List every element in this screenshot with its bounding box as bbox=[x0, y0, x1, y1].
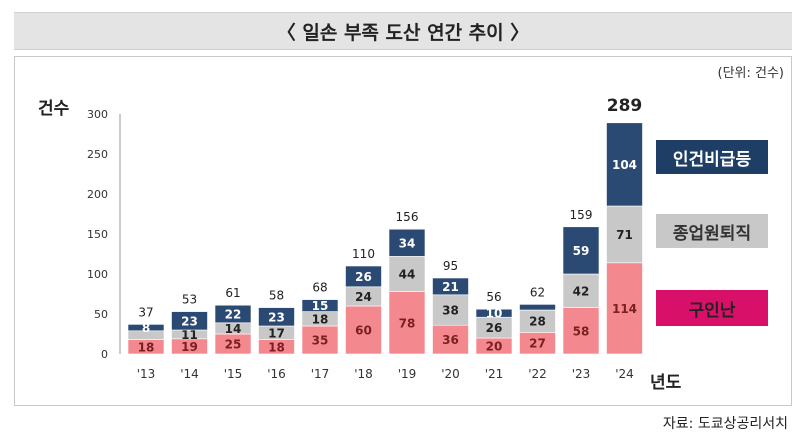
y-tick-label: 100 bbox=[87, 268, 108, 281]
total-label: 62 bbox=[530, 285, 545, 299]
bar-segment bbox=[606, 205, 643, 264]
bar-segment bbox=[562, 307, 600, 355]
x-tick-label: '18 bbox=[354, 367, 373, 381]
legend-item-labor-cost: 인건비급등 bbox=[656, 140, 768, 174]
data-label: 114 bbox=[612, 302, 637, 316]
data-label: 14 bbox=[225, 322, 242, 336]
data-label: 59 bbox=[573, 244, 590, 258]
x-tick-label: '19 bbox=[398, 367, 417, 381]
total-label: 110 bbox=[352, 247, 375, 261]
data-label: 58 bbox=[573, 324, 590, 338]
bar-segment bbox=[388, 291, 426, 355]
x-tick-label: '22 bbox=[528, 367, 547, 381]
legend-item-resignation: 종업원퇴직 bbox=[656, 214, 768, 248]
bar-segment bbox=[388, 256, 426, 292]
chart-title: 〈 일손 부족 도산 연간 추이 〉 bbox=[14, 12, 792, 50]
y-tick-label: 300 bbox=[87, 108, 108, 121]
y-tick-label: 150 bbox=[87, 228, 108, 241]
y-tick-label: 250 bbox=[87, 148, 108, 161]
data-label: 15 bbox=[312, 299, 329, 313]
x-tick-label: '16 bbox=[267, 367, 286, 381]
total-label: 156 bbox=[396, 210, 419, 224]
chart-frame bbox=[14, 56, 792, 406]
data-label: 42 bbox=[573, 284, 590, 298]
data-label: 22 bbox=[225, 308, 242, 322]
y-axis-title: 건수 bbox=[38, 99, 70, 119]
total-label: 56 bbox=[486, 290, 501, 304]
bar-segment bbox=[301, 325, 339, 355]
data-label: 18 bbox=[312, 312, 329, 326]
data-label: 71 bbox=[616, 228, 633, 242]
total-label: 289 bbox=[607, 96, 643, 116]
unit-note: (단위: 건수) bbox=[717, 66, 785, 81]
data-label: 20 bbox=[486, 340, 503, 354]
data-label: 24 bbox=[355, 290, 372, 304]
source-note: 자료: 도쿄상공리서치 bbox=[662, 416, 788, 432]
bar-segment bbox=[171, 311, 208, 331]
bar-segment bbox=[214, 304, 252, 324]
total-label: 58 bbox=[269, 289, 284, 303]
data-label: 25 bbox=[225, 338, 242, 352]
data-label: 23 bbox=[181, 314, 198, 328]
bar-segment bbox=[388, 228, 426, 257]
x-tick-label: '15 bbox=[224, 367, 243, 381]
total-label: 68 bbox=[312, 281, 327, 295]
bar-segment bbox=[562, 226, 600, 275]
data-label: 104 bbox=[612, 158, 637, 172]
x-axis-title: 년도 bbox=[650, 373, 682, 393]
bar-segment bbox=[345, 265, 382, 288]
bar-segment bbox=[345, 305, 382, 355]
data-label: 18 bbox=[268, 340, 285, 354]
bar-segment bbox=[519, 304, 556, 311]
bar-segment bbox=[432, 324, 469, 355]
x-tick-label: '20 bbox=[441, 367, 460, 381]
x-tick-label: '14 bbox=[180, 367, 199, 381]
data-label: 8 bbox=[142, 321, 150, 335]
data-label: 34 bbox=[399, 236, 416, 250]
bar-segment bbox=[562, 273, 600, 308]
bar-segment bbox=[432, 277, 469, 296]
data-label: 10 bbox=[486, 307, 503, 321]
x-tick-label: '21 bbox=[485, 367, 504, 381]
bar-segment bbox=[258, 307, 295, 327]
data-label: 44 bbox=[399, 268, 416, 282]
total-label: 53 bbox=[182, 293, 197, 307]
bar-segment bbox=[475, 308, 513, 318]
bar-segment bbox=[301, 299, 339, 312]
total-label: 37 bbox=[138, 305, 153, 319]
x-tick-label: '17 bbox=[311, 367, 330, 381]
data-label: 21 bbox=[442, 280, 459, 294]
data-label: 11 bbox=[181, 328, 198, 342]
y-tick-label: 50 bbox=[94, 308, 108, 321]
total-label: 61 bbox=[225, 286, 240, 300]
data-label: 26 bbox=[355, 270, 372, 284]
data-label: 35 bbox=[312, 334, 329, 348]
data-label: 17 bbox=[268, 326, 285, 340]
data-label: 26 bbox=[486, 321, 503, 335]
y-tick-label: 0 bbox=[101, 348, 108, 361]
data-label: 78 bbox=[399, 316, 416, 330]
data-label: 18 bbox=[138, 340, 155, 354]
data-label: 19 bbox=[181, 340, 198, 354]
data-label: 60 bbox=[355, 324, 372, 338]
data-label: 36 bbox=[442, 333, 459, 347]
bar-segment bbox=[127, 324, 165, 332]
x-tick-label: '13 bbox=[137, 367, 156, 381]
x-tick-label: '24 bbox=[615, 367, 634, 381]
data-label: 27 bbox=[529, 337, 546, 351]
total-label: 95 bbox=[443, 259, 458, 273]
data-label: 23 bbox=[268, 310, 285, 324]
y-tick-label: 200 bbox=[87, 188, 108, 201]
bar-segment bbox=[606, 122, 643, 207]
data-label: 38 bbox=[442, 304, 459, 318]
data-label: 28 bbox=[529, 315, 546, 329]
x-tick-label: '23 bbox=[572, 367, 591, 381]
legend-item-labor-shortage: 구인난 bbox=[656, 290, 768, 326]
bar-segment bbox=[606, 262, 643, 355]
total-label: 159 bbox=[570, 208, 593, 222]
